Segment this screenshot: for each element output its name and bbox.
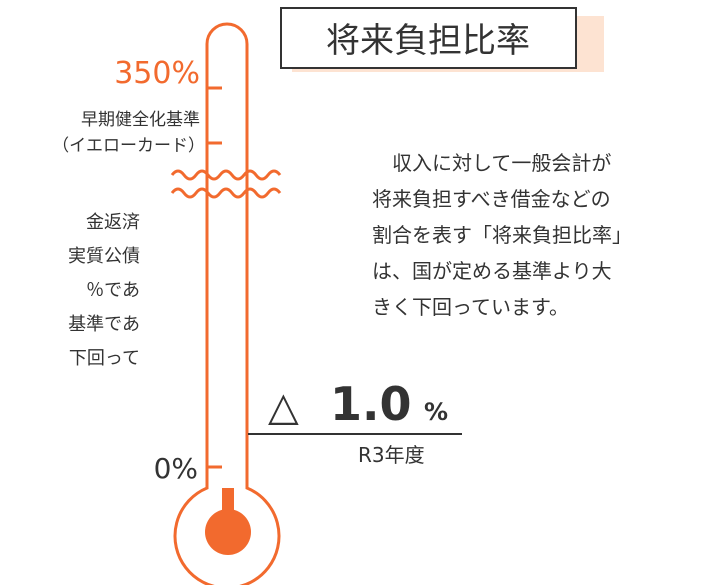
result-unit: %	[424, 398, 448, 426]
left-line: 下回って	[69, 348, 140, 369]
description-line: 将来負担すべき借金などの	[372, 187, 611, 211]
result-number: 1.0	[330, 377, 412, 431]
top-label: 350%	[114, 56, 200, 91]
left-line: ％であ	[86, 280, 140, 301]
bottom-label: 0%	[154, 452, 198, 485]
result-sign: △	[268, 384, 299, 430]
left-line: 基準であ	[68, 314, 140, 335]
thermometer-outline	[173, 22, 281, 585]
title-box	[280, 7, 577, 69]
left-text: 金返済 実質公債 ％であ 基準であ 下回って	[68, 212, 140, 369]
left-line: 実質公債	[68, 246, 140, 267]
description-line: 収入に対して一般会計が	[372, 151, 611, 175]
description-line: きく下回っています。	[372, 295, 569, 319]
description-line: は、国が定める基準より大	[372, 259, 612, 283]
wave	[170, 169, 282, 181]
left-line: 金返済	[86, 212, 140, 233]
description: 収入に対して一般会計が 将来負担すべき借金などの 割合を表す「将来負担比率」 は…	[372, 151, 632, 319]
top-note: （イエローカード）	[52, 136, 205, 156]
mercury-bulb	[205, 509, 251, 555]
top-note: 早期健全化基準	[81, 110, 200, 130]
thermometer	[170, 22, 282, 585]
result-period: R3年度	[358, 443, 425, 467]
wave	[170, 187, 282, 199]
title: 将来負担比率	[326, 21, 530, 61]
description-line: 割合を表す「将来負担比率」	[372, 223, 632, 247]
